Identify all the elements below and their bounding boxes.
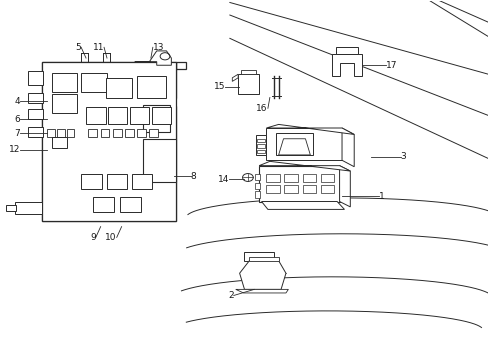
- Text: 14: 14: [217, 175, 228, 184]
- Bar: [81, 73, 106, 92]
- Bar: [125, 129, 134, 137]
- Polygon shape: [135, 51, 171, 65]
- Bar: [276, 134, 312, 155]
- Bar: [28, 127, 43, 137]
- Bar: [256, 144, 265, 148]
- Polygon shape: [232, 74, 238, 81]
- Polygon shape: [339, 166, 349, 207]
- Text: 13: 13: [153, 43, 164, 52]
- Bar: [130, 107, 149, 125]
- Polygon shape: [331, 54, 361, 76]
- Bar: [108, 107, 127, 125]
- Polygon shape: [235, 289, 288, 293]
- Bar: [266, 174, 280, 182]
- Bar: [105, 78, 132, 98]
- Bar: [284, 185, 298, 193]
- Bar: [88, 129, 97, 137]
- Polygon shape: [42, 62, 185, 221]
- Polygon shape: [341, 128, 353, 167]
- Bar: [86, 107, 105, 125]
- Bar: [149, 129, 158, 137]
- Bar: [66, 129, 74, 137]
- Bar: [143, 139, 176, 182]
- Text: 3: 3: [400, 152, 406, 161]
- Bar: [240, 70, 256, 74]
- Bar: [106, 174, 127, 189]
- Bar: [152, 107, 171, 125]
- Bar: [256, 149, 265, 153]
- Bar: [255, 192, 260, 198]
- Text: 1: 1: [378, 192, 384, 201]
- Text: 10: 10: [105, 233, 117, 242]
- Text: 6: 6: [15, 114, 20, 123]
- Polygon shape: [239, 261, 285, 289]
- Bar: [137, 129, 146, 137]
- Polygon shape: [266, 125, 353, 134]
- Text: 16: 16: [256, 104, 267, 113]
- Text: 12: 12: [9, 145, 20, 154]
- Bar: [52, 137, 66, 148]
- Text: 15: 15: [213, 82, 224, 91]
- Bar: [255, 183, 260, 189]
- Bar: [255, 174, 260, 180]
- Bar: [28, 109, 43, 119]
- Polygon shape: [261, 202, 344, 210]
- Bar: [256, 139, 265, 142]
- Bar: [132, 174, 152, 189]
- Bar: [255, 135, 266, 155]
- Text: 7: 7: [15, 129, 20, 138]
- Bar: [137, 76, 166, 98]
- Bar: [143, 105, 169, 132]
- Text: 17: 17: [385, 61, 397, 70]
- Bar: [15, 202, 42, 214]
- Bar: [335, 47, 357, 54]
- Bar: [81, 174, 102, 189]
- Polygon shape: [259, 161, 349, 171]
- Bar: [5, 205, 16, 211]
- Text: 11: 11: [92, 43, 104, 52]
- Polygon shape: [266, 128, 341, 160]
- Bar: [28, 71, 43, 85]
- Bar: [238, 74, 258, 94]
- Text: 2: 2: [228, 291, 233, 300]
- Bar: [47, 129, 55, 137]
- Bar: [101, 129, 109, 137]
- Bar: [93, 197, 114, 212]
- Bar: [52, 94, 77, 113]
- Bar: [266, 185, 280, 193]
- Bar: [320, 185, 333, 193]
- Polygon shape: [249, 257, 278, 261]
- Bar: [302, 185, 316, 193]
- Text: 9: 9: [90, 233, 96, 242]
- Text: 8: 8: [190, 172, 196, 181]
- Bar: [120, 197, 141, 212]
- Bar: [259, 166, 339, 202]
- Text: 4: 4: [15, 96, 20, 105]
- Bar: [302, 174, 316, 182]
- Bar: [284, 174, 298, 182]
- Bar: [57, 129, 64, 137]
- Text: 5: 5: [75, 43, 81, 52]
- Bar: [113, 129, 122, 137]
- Bar: [28, 93, 43, 103]
- Bar: [244, 252, 273, 261]
- Bar: [52, 73, 77, 92]
- Bar: [42, 62, 176, 221]
- Bar: [320, 174, 333, 182]
